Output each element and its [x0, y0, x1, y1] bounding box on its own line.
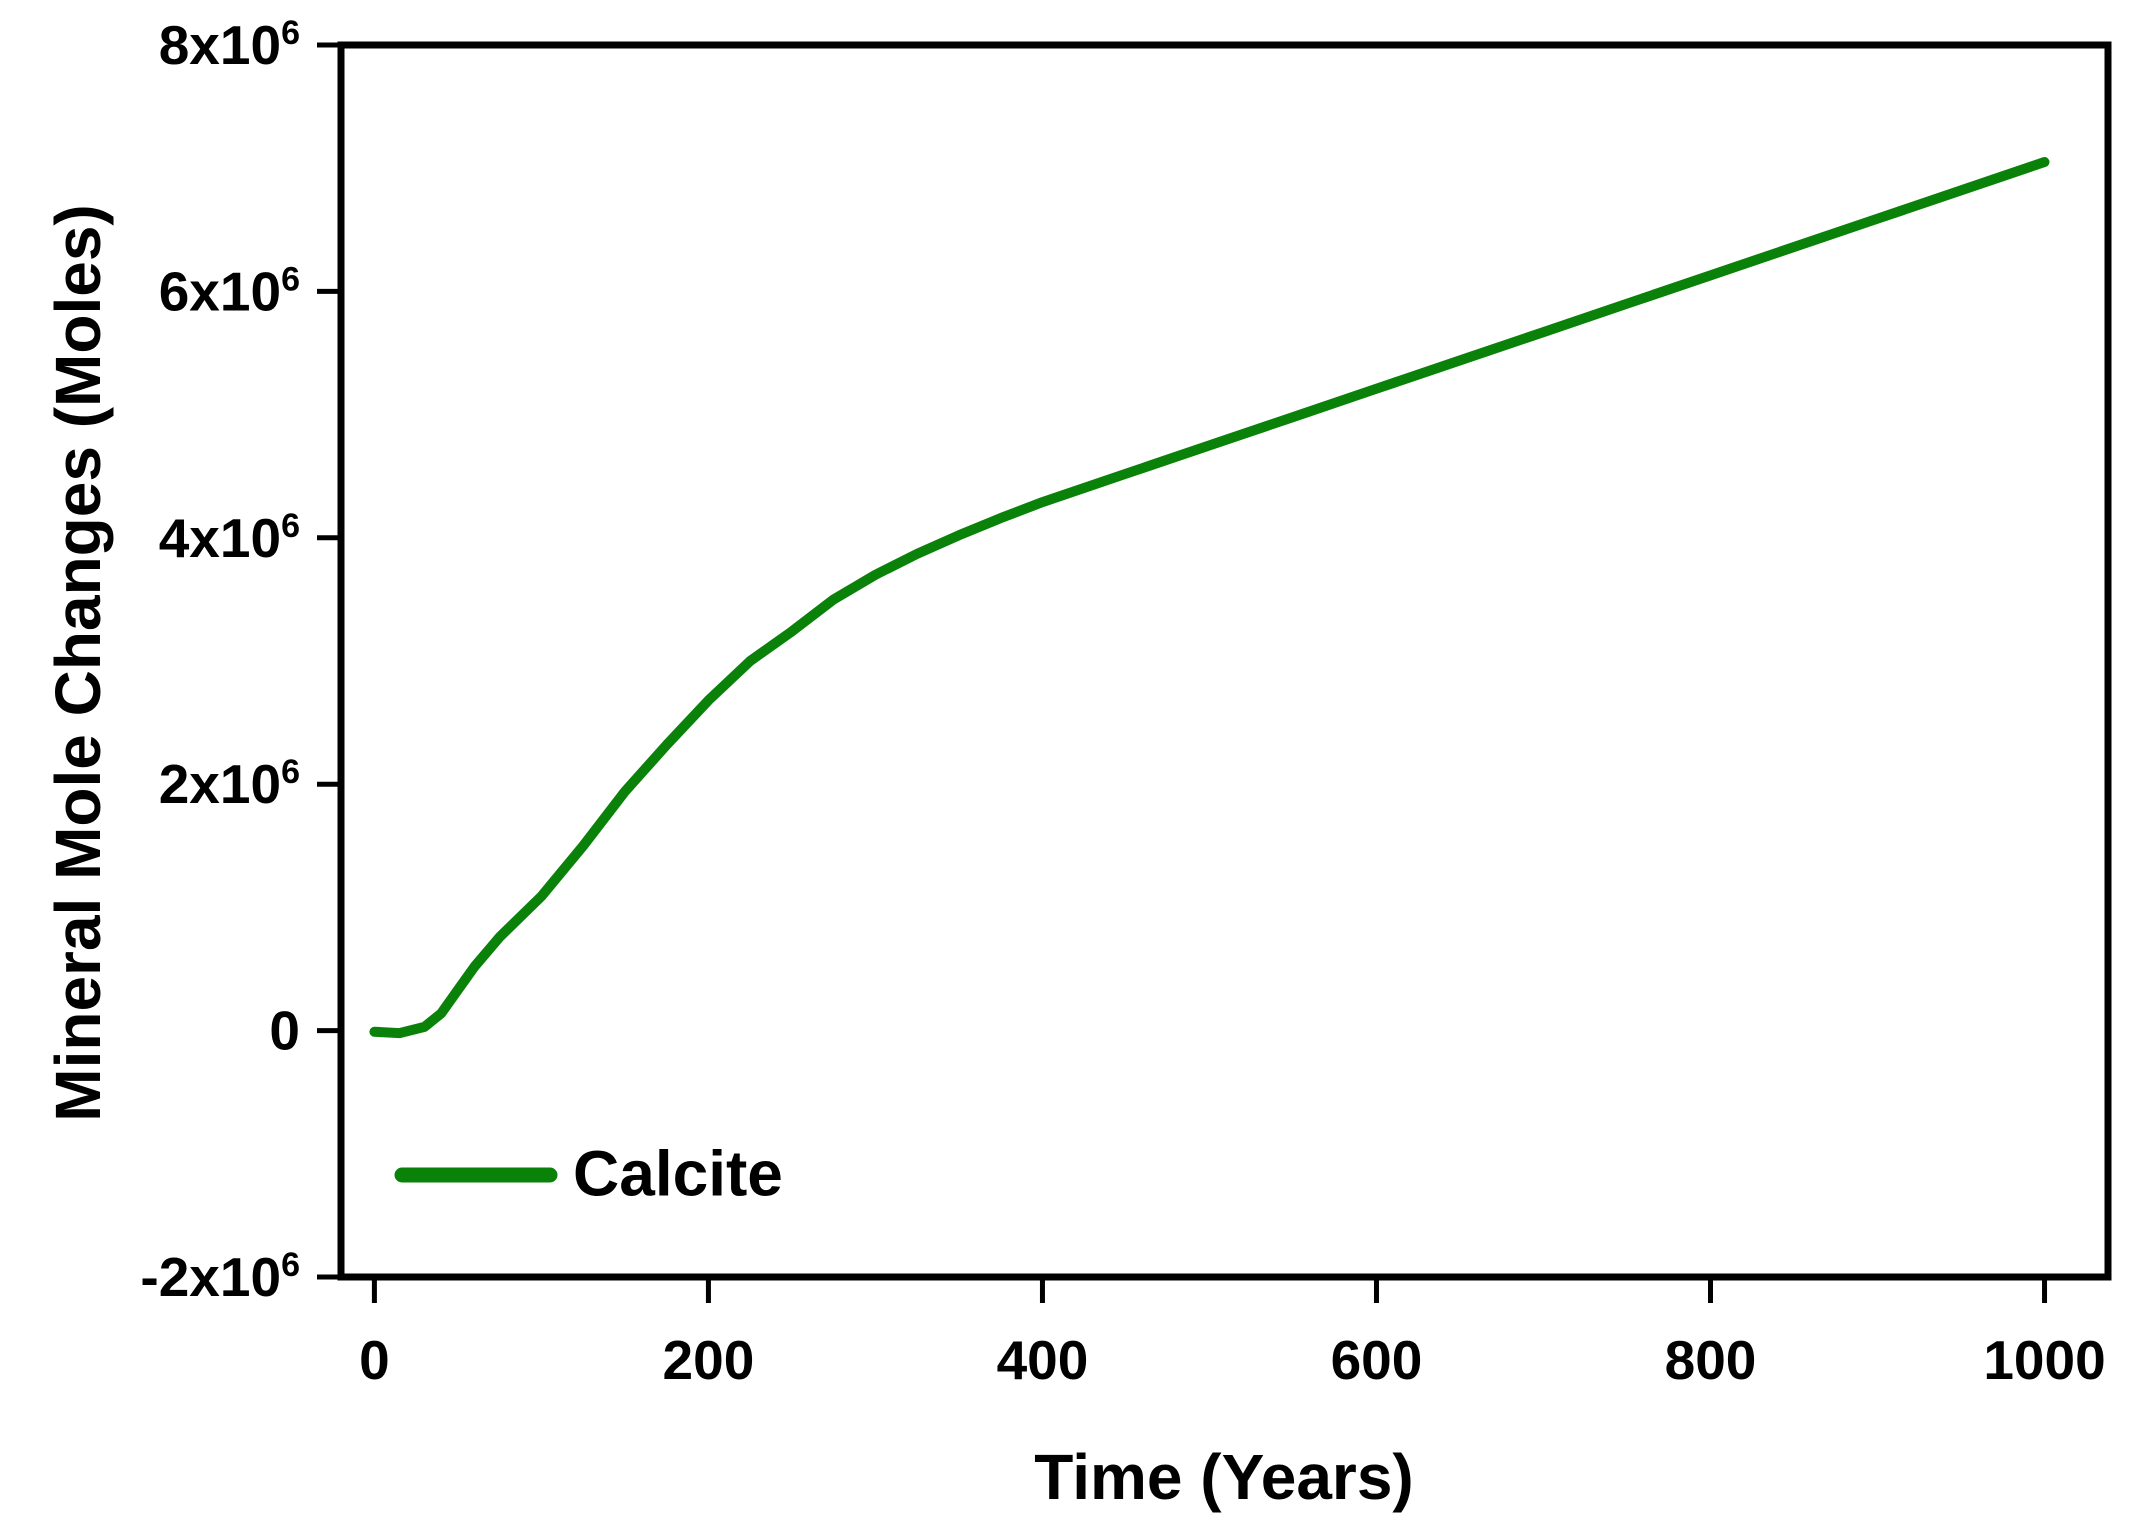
y-tick-label: 8x106 [159, 14, 300, 76]
x-tick-label: 0 [359, 1329, 390, 1391]
y-tick-label: 6x106 [159, 260, 300, 322]
y-tick-label: 4x106 [159, 507, 300, 569]
y-axis-title: Mineral Mole Changes (Moles) [42, 204, 114, 1122]
x-tick-label: 600 [1331, 1329, 1423, 1391]
x-axis-title: Time (Years) [1034, 1441, 1414, 1513]
x-tick-label: 800 [1665, 1329, 1757, 1391]
y-tick-label: 2x106 [159, 753, 300, 815]
y-tick-label: -2x106 [140, 1246, 300, 1308]
x-tick-label: 1000 [1983, 1329, 2105, 1391]
series-line-calcite [369, 157, 2050, 1039]
x-tick-label: 200 [663, 1329, 755, 1391]
y-tick-label: 0 [269, 1000, 300, 1062]
plot-border [337, 41, 2112, 1281]
legend-label: Calcite [573, 1137, 783, 1210]
x-tick-label: 400 [997, 1329, 1089, 1391]
